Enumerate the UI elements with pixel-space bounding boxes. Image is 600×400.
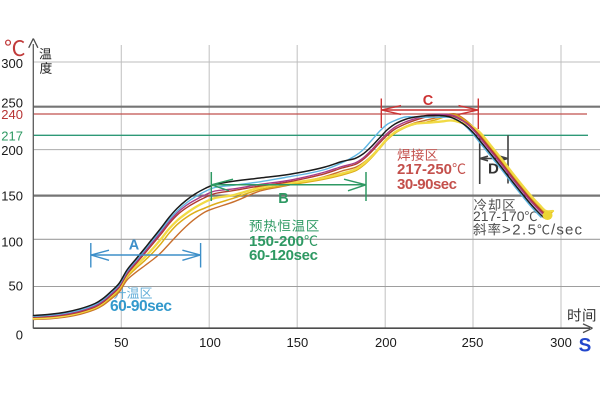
svg-text:217-250: 217-250 <box>397 161 452 178</box>
svg-text:/sec: /sec <box>551 221 583 238</box>
svg-text:200: 200 <box>375 335 397 350</box>
svg-text:50: 50 <box>114 335 128 350</box>
svg-text:100: 100 <box>1 235 23 250</box>
svg-text:S: S <box>579 336 592 357</box>
svg-text:C: C <box>423 93 434 109</box>
svg-text:30-90sec: 30-90sec <box>397 176 457 193</box>
svg-text:150-200: 150-200 <box>249 233 304 250</box>
svg-text:60-120sec: 60-120sec <box>249 247 318 264</box>
svg-text:100: 100 <box>199 335 221 350</box>
svg-text:217: 217 <box>1 128 23 143</box>
svg-text:>2.5: >2.5 <box>502 221 536 238</box>
svg-text:0: 0 <box>16 328 23 343</box>
svg-text:60-90sec: 60-90sec <box>110 298 172 315</box>
svg-text:240: 240 <box>1 107 23 122</box>
svg-text:250: 250 <box>1 96 23 111</box>
svg-text:B: B <box>278 191 288 207</box>
svg-text:300: 300 <box>550 335 572 350</box>
svg-text:200: 200 <box>1 143 23 158</box>
svg-text:217-170: 217-170 <box>473 208 525 224</box>
svg-text:300: 300 <box>1 56 23 71</box>
svg-text:150: 150 <box>287 335 309 350</box>
svg-text:A: A <box>129 238 140 254</box>
svg-text:50: 50 <box>9 279 23 294</box>
svg-text:150: 150 <box>1 189 23 204</box>
svg-text:D: D <box>488 161 499 178</box>
svg-text:250: 250 <box>462 335 484 350</box>
